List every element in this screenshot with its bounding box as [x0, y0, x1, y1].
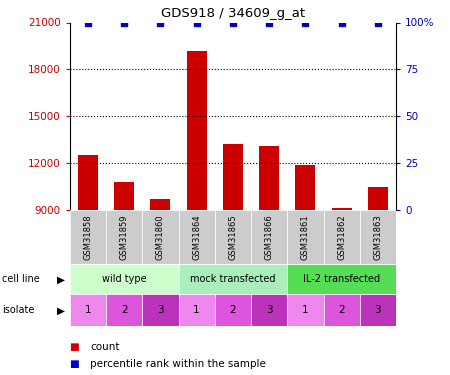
Text: wild type: wild type: [102, 274, 146, 284]
Text: count: count: [90, 342, 120, 352]
Text: GSM31861: GSM31861: [301, 214, 310, 260]
Text: mock transfected: mock transfected: [190, 274, 275, 284]
Bar: [215, 294, 251, 326]
Text: 1: 1: [302, 305, 309, 315]
Bar: [287, 264, 396, 294]
Bar: [70, 294, 106, 326]
Bar: [324, 294, 360, 326]
Text: isolate: isolate: [2, 305, 35, 315]
Bar: [114, 182, 134, 210]
Text: 2: 2: [338, 305, 345, 315]
Bar: [179, 264, 287, 294]
Bar: [78, 155, 98, 210]
Bar: [251, 294, 287, 326]
Text: GSM31865: GSM31865: [228, 214, 238, 260]
Text: 3: 3: [266, 305, 272, 315]
Bar: [251, 210, 287, 264]
Bar: [179, 210, 215, 264]
Bar: [324, 210, 360, 264]
Bar: [142, 294, 179, 326]
Bar: [106, 294, 142, 326]
Text: ▶: ▶: [57, 274, 65, 284]
Text: cell line: cell line: [2, 274, 40, 284]
Bar: [142, 210, 179, 264]
Text: 3: 3: [374, 305, 381, 315]
Bar: [106, 210, 142, 264]
Text: ■: ■: [70, 359, 83, 369]
Text: GSM31863: GSM31863: [374, 214, 382, 260]
Bar: [287, 210, 324, 264]
Text: 2: 2: [121, 305, 127, 315]
Text: GSM31862: GSM31862: [337, 214, 346, 260]
Bar: [360, 294, 396, 326]
Text: IL-2 transfected: IL-2 transfected: [303, 274, 380, 284]
Bar: [215, 210, 251, 264]
Text: GSM31859: GSM31859: [120, 214, 129, 260]
Text: 1: 1: [194, 305, 200, 315]
Bar: [360, 210, 396, 264]
Title: GDS918 / 34609_g_at: GDS918 / 34609_g_at: [161, 7, 305, 20]
Bar: [259, 146, 279, 210]
Text: GSM31858: GSM31858: [83, 214, 92, 260]
Bar: [179, 294, 215, 326]
Bar: [70, 264, 179, 294]
Bar: [70, 210, 106, 264]
Bar: [368, 187, 388, 210]
Bar: [332, 209, 351, 210]
Text: ▶: ▶: [57, 305, 65, 315]
Text: 3: 3: [157, 305, 164, 315]
Bar: [295, 165, 315, 210]
Text: 2: 2: [230, 305, 236, 315]
Text: GSM31866: GSM31866: [265, 214, 274, 260]
Bar: [187, 51, 207, 210]
Text: GSM31860: GSM31860: [156, 214, 165, 260]
Text: percentile rank within the sample: percentile rank within the sample: [90, 359, 266, 369]
Text: ■: ■: [70, 342, 83, 352]
Text: 1: 1: [85, 305, 91, 315]
Bar: [150, 199, 171, 210]
Bar: [287, 294, 324, 326]
Text: GSM31864: GSM31864: [192, 214, 201, 260]
Bar: [223, 144, 243, 210]
